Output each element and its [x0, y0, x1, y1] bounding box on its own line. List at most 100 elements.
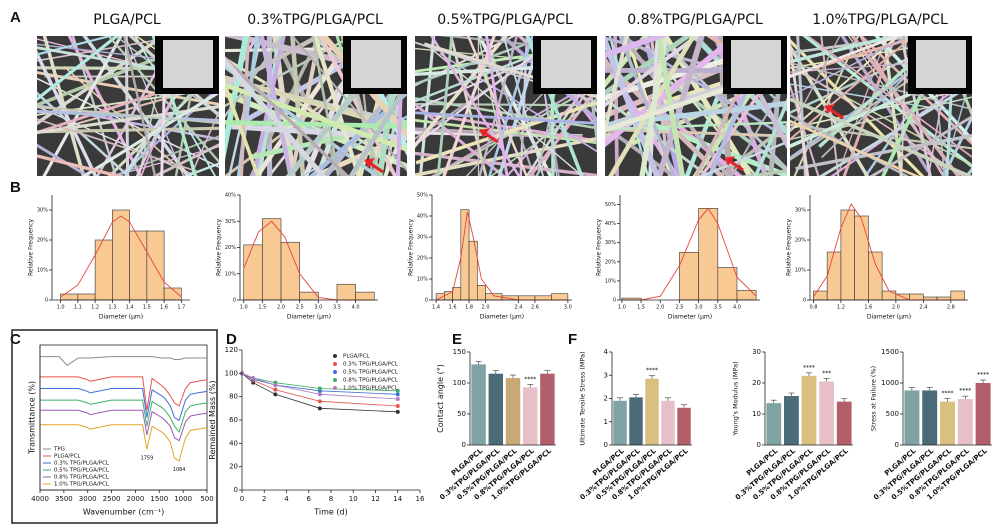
sem-title: PLGA/PCL — [93, 12, 161, 28]
y-tick-label: 40% — [417, 214, 428, 220]
y-axis-label: Young's Modulus (MPa) — [732, 361, 740, 436]
fiber — [477, 36, 553, 176]
fiber — [114, 36, 219, 117]
fiber — [312, 36, 361, 176]
y-axis-label: Transmittance (%) — [28, 381, 37, 455]
fiber — [383, 117, 407, 176]
fiber — [698, 140, 787, 176]
bar — [645, 378, 659, 445]
sem-title: 1.0%TPG/PLGA/PCL — [812, 12, 948, 28]
bar — [661, 400, 675, 445]
point — [273, 383, 278, 387]
fiber — [249, 119, 407, 160]
y-tick-label: 1 — [604, 418, 608, 426]
hist-bar — [444, 291, 453, 301]
x-tick-label: 4 — [284, 495, 289, 503]
x-tick-label: 1.7 — [177, 305, 185, 311]
series-line — [40, 399, 208, 434]
arrow-head — [480, 128, 490, 138]
fiber — [790, 97, 972, 176]
fiber — [37, 105, 219, 135]
panel-label: E — [452, 331, 462, 348]
bar — [784, 396, 799, 445]
y-tick-label: 10% — [417, 277, 428, 283]
x-tick-label: 2.8 — [947, 305, 955, 311]
hist-bar — [146, 230, 165, 301]
y-tick-label: 40% — [605, 221, 616, 227]
fiber — [882, 36, 904, 176]
point — [395, 404, 400, 408]
fiber — [694, 36, 768, 176]
hist-bar — [460, 209, 470, 301]
bar — [801, 375, 817, 445]
x-tick-label: 3.5 — [714, 305, 722, 311]
y-tick-label: 50 — [457, 410, 466, 418]
fiber — [796, 36, 807, 176]
bar — [677, 407, 691, 445]
hist-bar — [813, 290, 828, 301]
fiber — [439, 52, 597, 153]
y-tick-label: 0 — [613, 298, 616, 304]
series-line — [40, 376, 208, 411]
legend-label: PLGA/PCL — [343, 354, 370, 360]
series-line — [40, 388, 208, 422]
hist-bar — [336, 283, 356, 301]
arrow-head — [365, 158, 375, 168]
legend-label: 0.8% TPG/PLGA/PCL — [343, 378, 399, 384]
fiber — [608, 36, 697, 176]
y-tick-label: 0 — [425, 298, 428, 304]
fiber — [790, 36, 810, 176]
bar — [904, 390, 920, 445]
fiber — [436, 36, 454, 176]
y-axis-label: Remained Mass (%) — [208, 380, 217, 459]
significance: **** — [977, 372, 989, 379]
fiber — [874, 36, 972, 143]
x-tick-label: 1.6 — [864, 305, 872, 311]
fiber — [836, 36, 888, 176]
bar — [488, 373, 504, 445]
fiber — [942, 114, 972, 176]
y-tick-label: 10% — [225, 271, 236, 277]
inset-film — [163, 40, 213, 88]
panel-label: C — [10, 331, 21, 348]
fiber — [442, 36, 496, 176]
y-tick-label: 30% — [37, 208, 48, 214]
y-tick-label: 20 — [752, 379, 761, 387]
fiber — [605, 36, 701, 108]
hist-bar — [551, 293, 569, 301]
bar — [922, 390, 938, 445]
x-tick-label: 1.0 — [240, 305, 248, 311]
fiber — [842, 36, 897, 176]
bar — [540, 373, 555, 445]
fiber — [717, 36, 733, 176]
x-tick-label: 14 — [393, 495, 402, 503]
arrow-head — [725, 156, 735, 166]
fiber — [869, 115, 972, 176]
y-tick-label: 0 — [803, 298, 806, 304]
legend-marker — [333, 354, 337, 358]
fiber — [189, 109, 219, 176]
fiber — [790, 36, 911, 98]
annotation: 1084 — [173, 467, 186, 473]
fiber — [534, 36, 560, 176]
x-tick-label: 12 — [371, 495, 380, 503]
legend-label: 0.3% TPG/PLGA/PCL — [343, 362, 399, 368]
x-tick-label: 2.0 — [656, 305, 664, 311]
panel-label: A — [10, 9, 21, 26]
fiber — [517, 36, 597, 114]
bar — [505, 378, 521, 445]
fiber — [605, 36, 669, 59]
sem-image — [790, 36, 972, 176]
y-tick-label: 3 — [604, 371, 608, 379]
bar — [471, 364, 486, 445]
legend-marker — [333, 386, 337, 390]
y-tick-label: 10% — [605, 278, 616, 284]
inset-film — [541, 40, 591, 88]
x-tick-label: 1.6 — [160, 305, 168, 311]
fiber — [605, 36, 650, 88]
series-line — [40, 424, 208, 462]
panel-label: B — [10, 179, 21, 196]
x-tick-label: 1.2 — [837, 305, 845, 311]
fiber — [859, 36, 946, 176]
x-tick-label: 8 — [329, 495, 333, 503]
